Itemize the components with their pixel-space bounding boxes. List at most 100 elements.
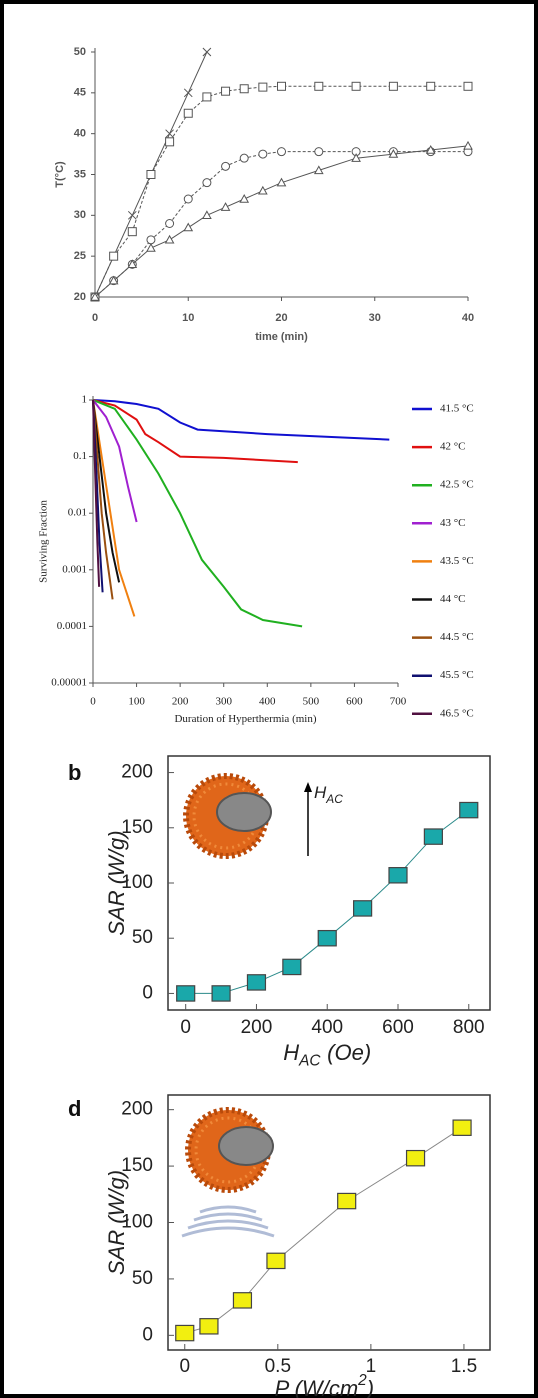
legend-label: 46.5 °C (440, 707, 474, 719)
x-tick-label: 0 (92, 312, 98, 324)
x-tick-label: 0 (90, 696, 96, 708)
y-tick-label: 45 (74, 87, 86, 99)
marker (425, 144, 436, 154)
marker (183, 222, 194, 232)
y-tick-label: 100 (121, 872, 153, 893)
marker (277, 81, 286, 91)
x-tick-label: 600 (346, 696, 363, 708)
legend-label: 44.5 °C (440, 631, 474, 643)
marker (266, 1252, 286, 1270)
marker (146, 242, 156, 252)
label-part: (Oe) (327, 1040, 371, 1065)
marker (165, 129, 174, 139)
marker (232, 1292, 253, 1309)
marker (423, 828, 443, 845)
x-tick-label: 40 (462, 312, 474, 324)
marker (459, 801, 479, 819)
marker (202, 210, 212, 220)
x-tick-label: 100 (128, 696, 145, 708)
x-tick-label: 1 (366, 1356, 377, 1377)
marker (314, 147, 324, 157)
marker (405, 1149, 426, 1167)
marker (258, 149, 268, 159)
y-tick-label: 25 (74, 250, 86, 262)
x-tick-label: 200 (172, 696, 189, 708)
y-tick-label: 0.1 (73, 450, 87, 462)
x-tick-label: 1.5 (451, 1356, 477, 1377)
label: HAC (Oe) (283, 1040, 371, 1070)
series-line (92, 399, 114, 600)
marker (246, 974, 267, 991)
y-tick-label: 50 (132, 1268, 153, 1289)
marker (146, 235, 156, 245)
y-tick-label: 0.0001 (57, 620, 87, 632)
legend-label: 42 °C (440, 441, 466, 453)
marker (109, 251, 119, 261)
series-line (92, 399, 136, 617)
series-line (92, 399, 101, 587)
marker (90, 291, 100, 301)
marker (211, 985, 231, 1002)
x-tick-label: 0 (180, 1017, 191, 1038)
y-tick-label: 0.001 (62, 563, 87, 575)
marker (351, 81, 361, 91)
marker (127, 210, 137, 220)
y-tick-label: 0.00001 (51, 677, 87, 689)
marker (277, 147, 286, 157)
marker (127, 227, 137, 237)
x-tick-label: 0.5 (265, 1356, 291, 1377)
marker (426, 81, 436, 91)
y-axis-label: Surviving Fraction (38, 500, 50, 583)
y-tick-label: 150 (121, 1155, 153, 1176)
label: time (min) (255, 331, 308, 343)
series-line (94, 85, 468, 298)
x-tick-label: 30 (369, 312, 381, 324)
y-tick-label: 0 (142, 1324, 153, 1345)
y-axis-label: SAR (W/g) (104, 1170, 129, 1275)
label-part: AC (325, 792, 343, 806)
y-tick-label: 50 (74, 46, 86, 58)
marker (353, 900, 373, 917)
marker (220, 202, 231, 211)
series-line (92, 399, 121, 583)
y-tick-label: 20 (74, 291, 86, 303)
y-tick-label: 1 (82, 394, 88, 406)
x-tick-label: 300 (215, 696, 232, 708)
label-part: P (W/cm (275, 1376, 359, 1398)
marker (239, 153, 249, 163)
y-tick-label: 100 (121, 1212, 153, 1233)
label-part: AC (298, 1053, 321, 1070)
panel-label: b (68, 760, 81, 785)
x-tick-label: 400 (259, 696, 276, 708)
marker (164, 234, 175, 244)
x-tick-label: 10 (182, 312, 194, 324)
marker (183, 194, 193, 204)
marker (202, 178, 212, 188)
marker (258, 185, 268, 195)
field-arrow-head (304, 782, 312, 792)
y-tick-label: 40 (74, 128, 86, 140)
y-axis-label: SAR (W/g) (104, 830, 129, 935)
y-tick-label: 30 (74, 209, 86, 221)
y-tick-label: 200 (121, 762, 153, 783)
series-line (92, 399, 303, 628)
marker (165, 219, 175, 228)
label: HAC (314, 783, 343, 806)
series-line (94, 145, 469, 298)
y-tick-label: 0 (142, 982, 153, 1003)
x-tick-label: 200 (241, 1017, 273, 1038)
series-line (92, 399, 298, 464)
marker (388, 81, 398, 91)
y-tick-label: 0.01 (68, 507, 87, 519)
marker (313, 165, 324, 175)
marker (388, 149, 399, 158)
x-tick-label: 500 (303, 696, 320, 708)
marker (221, 161, 231, 171)
marker (176, 985, 196, 1002)
nanoparticle-icon (183, 773, 272, 859)
series-line (92, 399, 138, 523)
marker (314, 81, 324, 91)
label: Duration of Hyperthermia (min) (174, 713, 316, 725)
